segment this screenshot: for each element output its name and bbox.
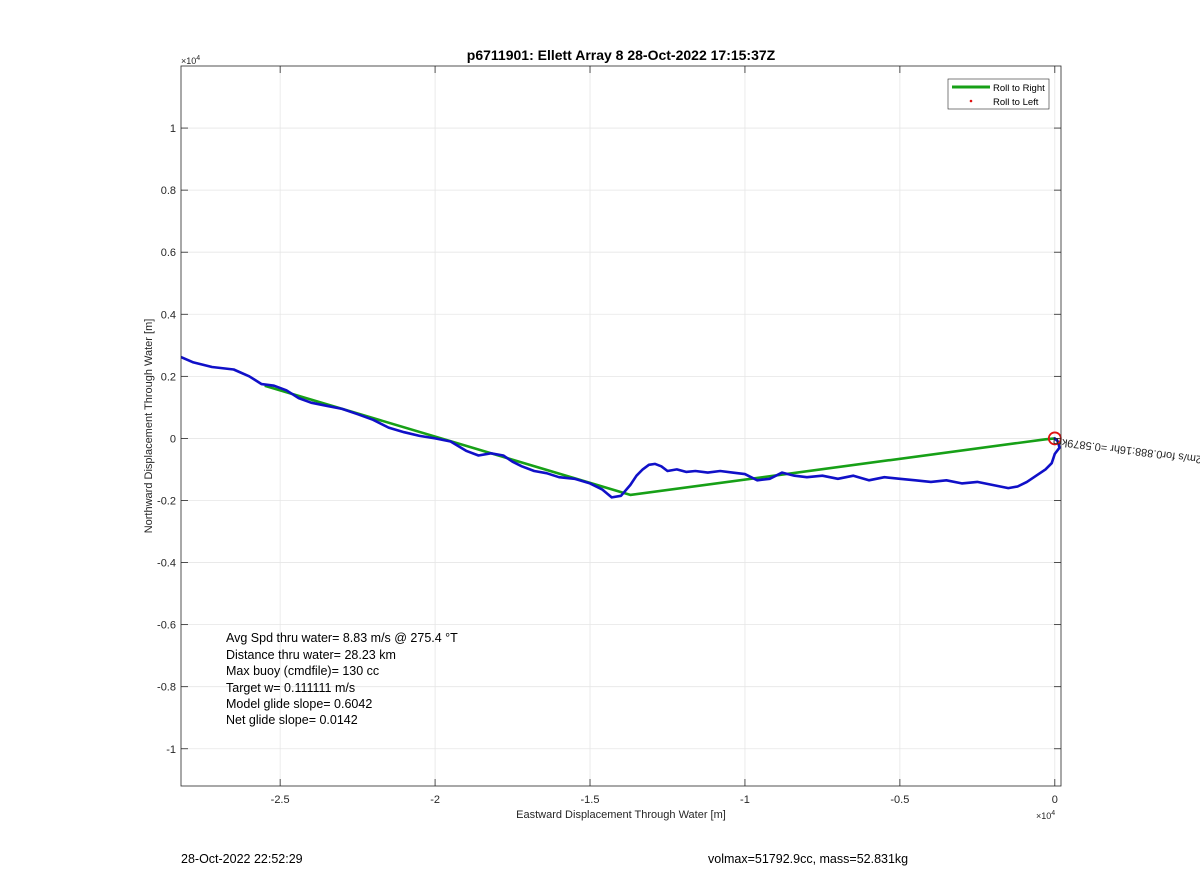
y-axis-ticks: 1 0.8 0.6 0.4 0.2 0 -0.2 -0.4 -0.6 -0.8 -1: [157, 123, 1061, 756]
y-tick-label: 0.4: [161, 309, 176, 321]
y-tick-label: -0.2: [157, 495, 176, 507]
x-tick-label: -0.5: [890, 794, 909, 806]
x-tick-label: 0: [1052, 794, 1058, 806]
legend-box: [947, 78, 1050, 110]
y-axis-exponent-power: 4: [196, 55, 200, 62]
legend-label-roll-left: Roll to Left: [993, 97, 1039, 108]
legend-swatch-roll-left: [969, 99, 973, 103]
plot-frame: [180, 65, 1062, 787]
x-tick-label: -2: [430, 794, 440, 806]
x-axis-ticks: -2.5 -2 -1.5 -1 -0.5 0: [271, 66, 1058, 806]
y-tick-label: 1: [170, 123, 176, 135]
x-axis-exponent: ×104: [1036, 810, 1055, 821]
y-tick-label: 0: [170, 433, 176, 445]
chart-title: p6711901: Ellett Array 8 28-Oct-2022 17:…: [467, 47, 776, 63]
series-track-line: [181, 355, 1061, 499]
y-tick-label: 0.2: [161, 371, 176, 383]
x-axis-exponent-base: ×10: [1036, 811, 1051, 821]
x-tick-label: -1: [740, 794, 750, 806]
footer-volmax-mass: volmax=51792.9cc, mass=52.831kg: [708, 852, 909, 866]
stat-max-buoy: Max buoy (cmdfile)= 130 cc: [226, 664, 379, 678]
plot-area: [181, 66, 1061, 786]
stat-net-glide-slope: Net glide slope= 0.0142: [226, 713, 358, 727]
stats-block: Avg Spd thru water= 8.83 m/s @ 275.4 °T …: [226, 631, 458, 727]
track-annotation: 0.1822m/s for0.888:16hr =0.5879km: [1052, 435, 1200, 469]
y-tick-label: -0.8: [157, 682, 176, 694]
y-tick-label: 0.8: [161, 185, 176, 197]
y-axis-exponent: ×104: [181, 55, 200, 66]
stat-avg-speed: Avg Spd thru water= 8.83 m/s @ 275.4 °T: [226, 631, 458, 645]
y-tick-label: 0.6: [161, 247, 176, 259]
legend: Roll to Right Roll to Left: [947, 78, 1050, 110]
y-tick-label: -0.4: [157, 558, 176, 570]
y-axis-exponent-base: ×10: [181, 56, 196, 66]
grid: [181, 66, 1061, 786]
x-tick-label: -1.5: [581, 794, 600, 806]
x-axis-exponent-power: 4: [1051, 810, 1055, 817]
stat-model-glide-slope: Model glide slope= 0.6042: [226, 697, 372, 711]
x-axis-label: Eastward Displacement Through Water [m]: [516, 809, 726, 821]
legend-label-roll-right: Roll to Right: [993, 83, 1045, 94]
footer-timestamp: 28-Oct-2022 22:52:29: [181, 852, 303, 866]
y-axis-label: Northward Displacement Through Water [m]: [143, 319, 155, 534]
y-tick-label: -0.6: [157, 620, 176, 632]
stat-distance: Distance thru water= 28.23 km: [226, 648, 396, 662]
y-tick-label: -1: [166, 744, 176, 756]
x-tick-label: -2.5: [271, 794, 290, 806]
stat-target-w: Target w= 0.111111 m/s: [226, 681, 355, 695]
